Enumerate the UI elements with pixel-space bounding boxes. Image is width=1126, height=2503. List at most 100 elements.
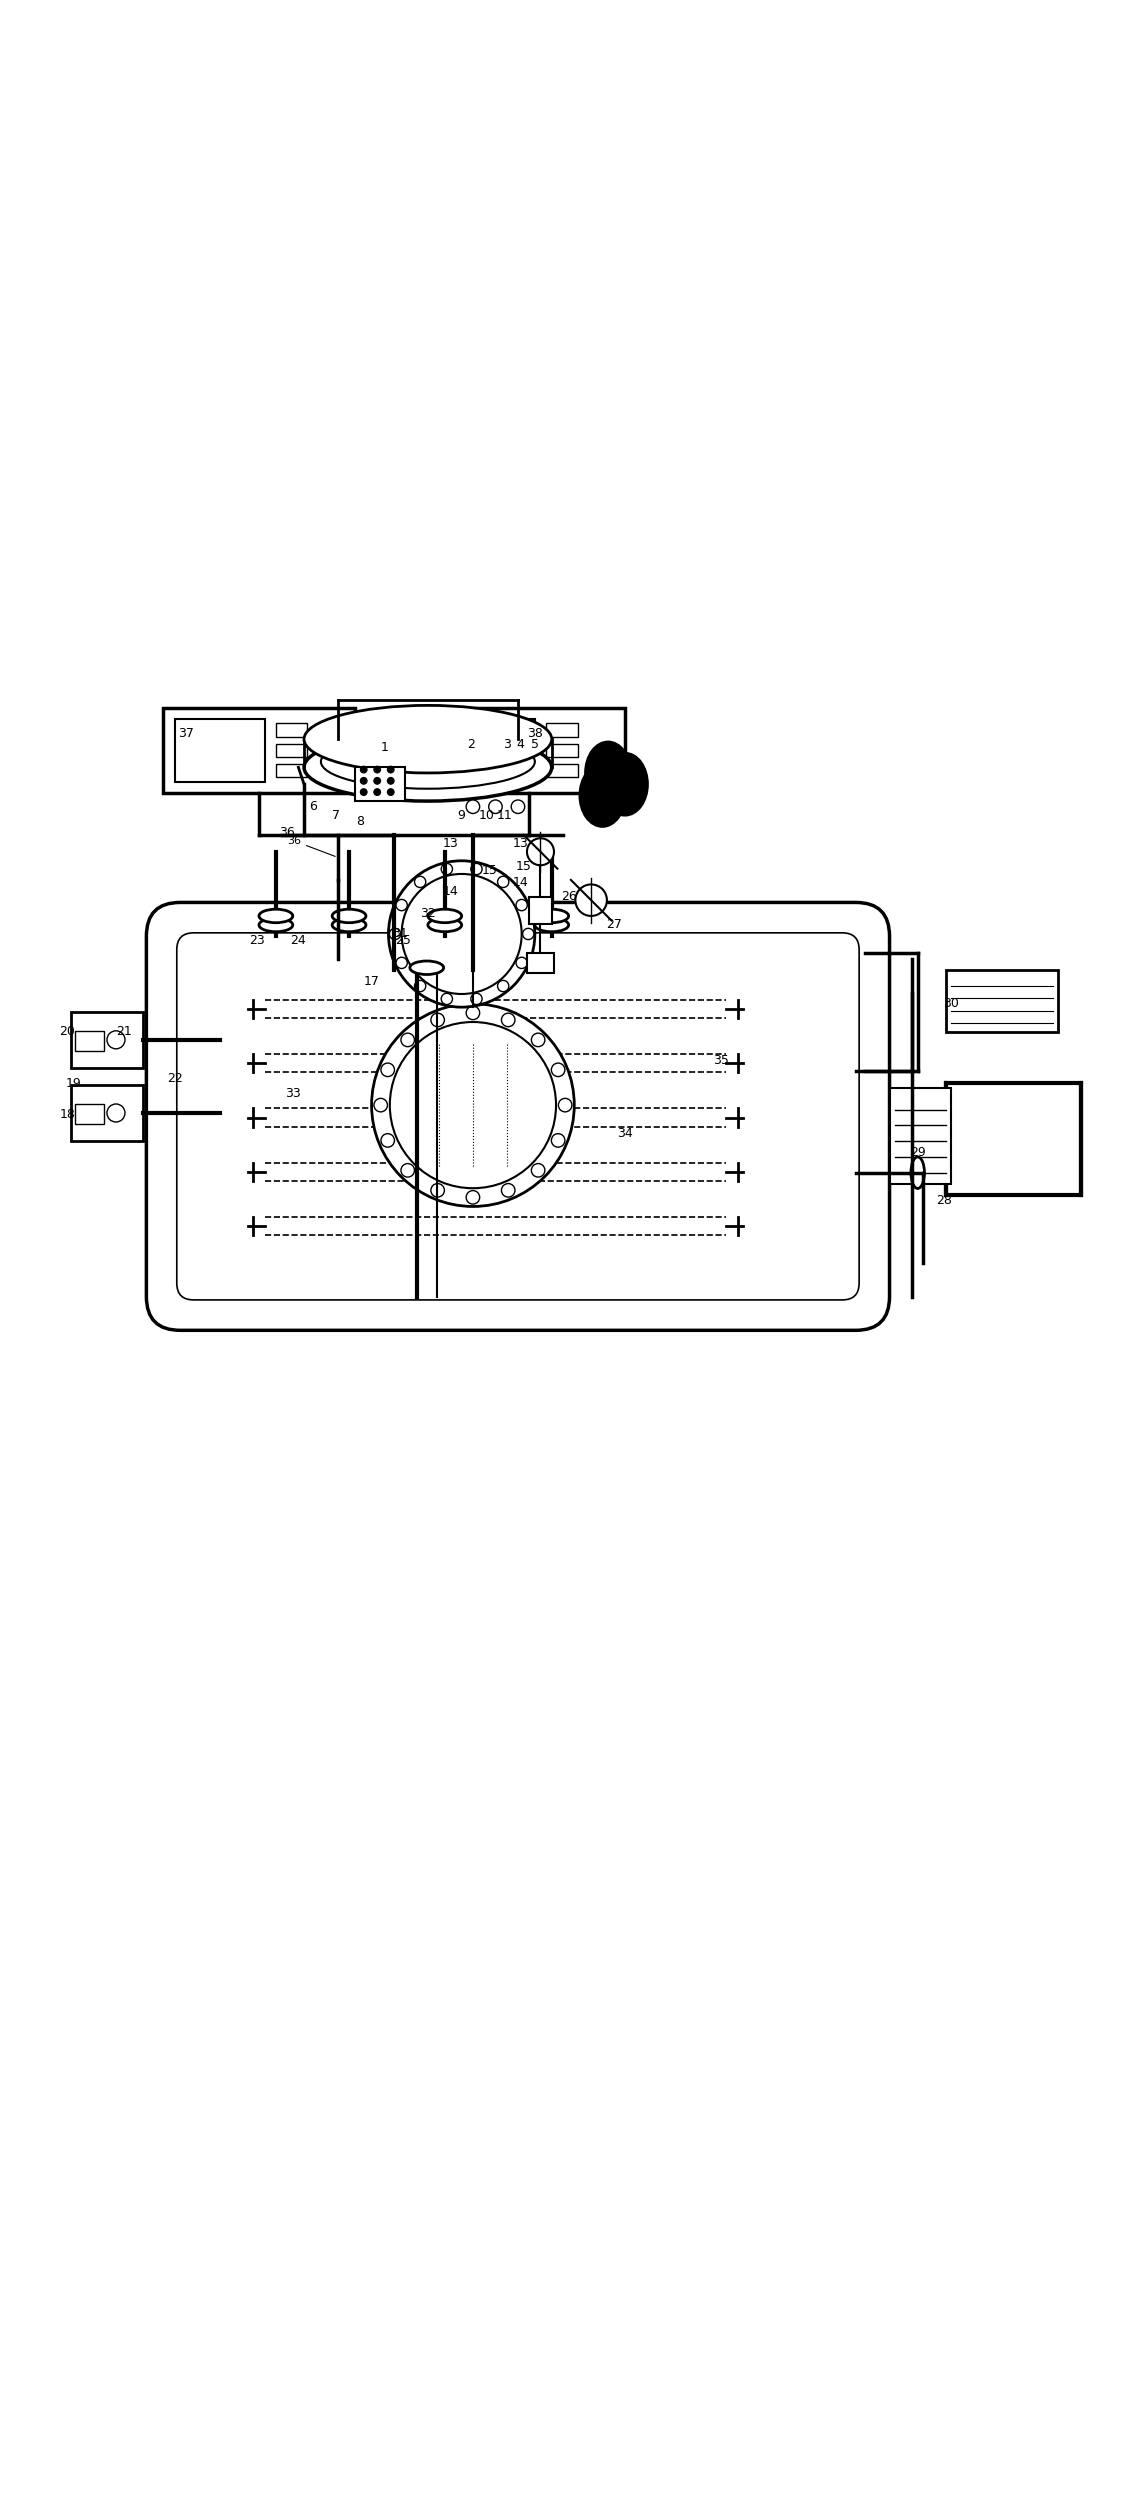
Text: 36: 36	[287, 836, 336, 856]
Ellipse shape	[428, 919, 462, 931]
Text: 19: 19	[65, 1076, 81, 1091]
Circle shape	[558, 1099, 572, 1111]
Circle shape	[471, 994, 482, 1004]
Bar	[459, 999, 486, 1019]
Text: 4: 4	[517, 738, 524, 751]
Bar	[175, 718, 265, 781]
Bar	[445, 718, 535, 781]
Bar	[929, 1089, 1019, 1179]
Circle shape	[441, 994, 453, 1004]
Circle shape	[501, 1014, 515, 1026]
Circle shape	[401, 1034, 414, 1046]
Text: 25: 25	[395, 934, 411, 946]
Bar	[276, 743, 307, 758]
Circle shape	[501, 1184, 515, 1196]
Circle shape	[531, 1164, 545, 1176]
Text: 9: 9	[458, 808, 465, 823]
FancyBboxPatch shape	[146, 904, 890, 1329]
Ellipse shape	[535, 919, 569, 931]
Circle shape	[459, 871, 486, 899]
Text: 32: 32	[420, 906, 436, 921]
Circle shape	[390, 1021, 556, 1189]
Text: 2: 2	[467, 738, 474, 751]
Circle shape	[360, 788, 367, 796]
Ellipse shape	[586, 741, 631, 803]
Circle shape	[381, 1064, 394, 1076]
Text: 35: 35	[713, 1054, 729, 1066]
Circle shape	[388, 861, 535, 1006]
Bar	[527, 954, 554, 974]
Circle shape	[471, 864, 482, 874]
Circle shape	[374, 788, 381, 796]
Text: 13: 13	[443, 839, 458, 851]
Text: 16: 16	[609, 801, 625, 813]
FancyBboxPatch shape	[177, 934, 859, 1299]
Text: 38: 38	[527, 726, 543, 741]
Text: 37: 37	[178, 726, 194, 741]
Text: 3: 3	[503, 738, 510, 751]
Circle shape	[516, 956, 527, 969]
Text: 6: 6	[310, 801, 316, 813]
Circle shape	[575, 884, 607, 916]
Text: 20: 20	[60, 1026, 75, 1039]
Bar	[946, 971, 1058, 1031]
Text: 11: 11	[497, 808, 512, 823]
Ellipse shape	[259, 909, 293, 924]
Text: 17: 17	[364, 974, 379, 989]
Circle shape	[402, 874, 521, 994]
Circle shape	[401, 1164, 414, 1176]
Circle shape	[498, 981, 509, 991]
Ellipse shape	[259, 919, 293, 931]
Text: 27: 27	[606, 919, 622, 931]
Text: 22: 22	[167, 1071, 182, 1084]
Circle shape	[498, 876, 509, 889]
Text: 15: 15	[482, 864, 498, 879]
Circle shape	[516, 899, 527, 911]
Text: 31: 31	[392, 929, 408, 941]
Circle shape	[374, 778, 381, 783]
Text: 10: 10	[479, 808, 494, 823]
Circle shape	[489, 801, 502, 813]
Circle shape	[372, 1004, 574, 1206]
Ellipse shape	[602, 753, 647, 816]
Circle shape	[414, 981, 426, 991]
Text: 7: 7	[331, 808, 340, 823]
Circle shape	[374, 766, 381, 773]
Circle shape	[531, 1034, 545, 1046]
Text: 29: 29	[910, 1146, 926, 1159]
Circle shape	[431, 1014, 445, 1026]
Ellipse shape	[428, 909, 462, 924]
Text: 33: 33	[285, 1086, 301, 1101]
Bar	[71, 1011, 143, 1069]
Circle shape	[107, 1031, 125, 1049]
Bar	[546, 723, 578, 736]
Text: 15: 15	[516, 861, 531, 874]
Bar	[529, 896, 552, 924]
Text: 36: 36	[279, 826, 295, 839]
Circle shape	[552, 1134, 565, 1146]
Text: 30: 30	[944, 996, 959, 1011]
Text: 8: 8	[356, 816, 365, 828]
Circle shape	[374, 1099, 387, 1111]
Circle shape	[381, 1134, 394, 1146]
Ellipse shape	[304, 733, 552, 801]
Bar	[546, 763, 578, 778]
Circle shape	[360, 778, 367, 783]
Text: 28: 28	[936, 1194, 951, 1206]
Bar	[546, 743, 578, 758]
Ellipse shape	[332, 919, 366, 931]
Circle shape	[396, 899, 408, 911]
Ellipse shape	[911, 1156, 924, 1189]
Text: 34: 34	[617, 1126, 633, 1139]
Text: 24: 24	[291, 934, 306, 946]
Bar	[462, 931, 484, 959]
Bar	[276, 763, 307, 778]
Text: 26: 26	[561, 891, 577, 904]
Circle shape	[431, 1184, 445, 1196]
Text: 21: 21	[116, 1026, 132, 1039]
Text: 23: 23	[249, 934, 265, 946]
Circle shape	[360, 766, 367, 773]
Circle shape	[396, 956, 408, 969]
Circle shape	[414, 876, 426, 889]
Ellipse shape	[535, 909, 569, 924]
